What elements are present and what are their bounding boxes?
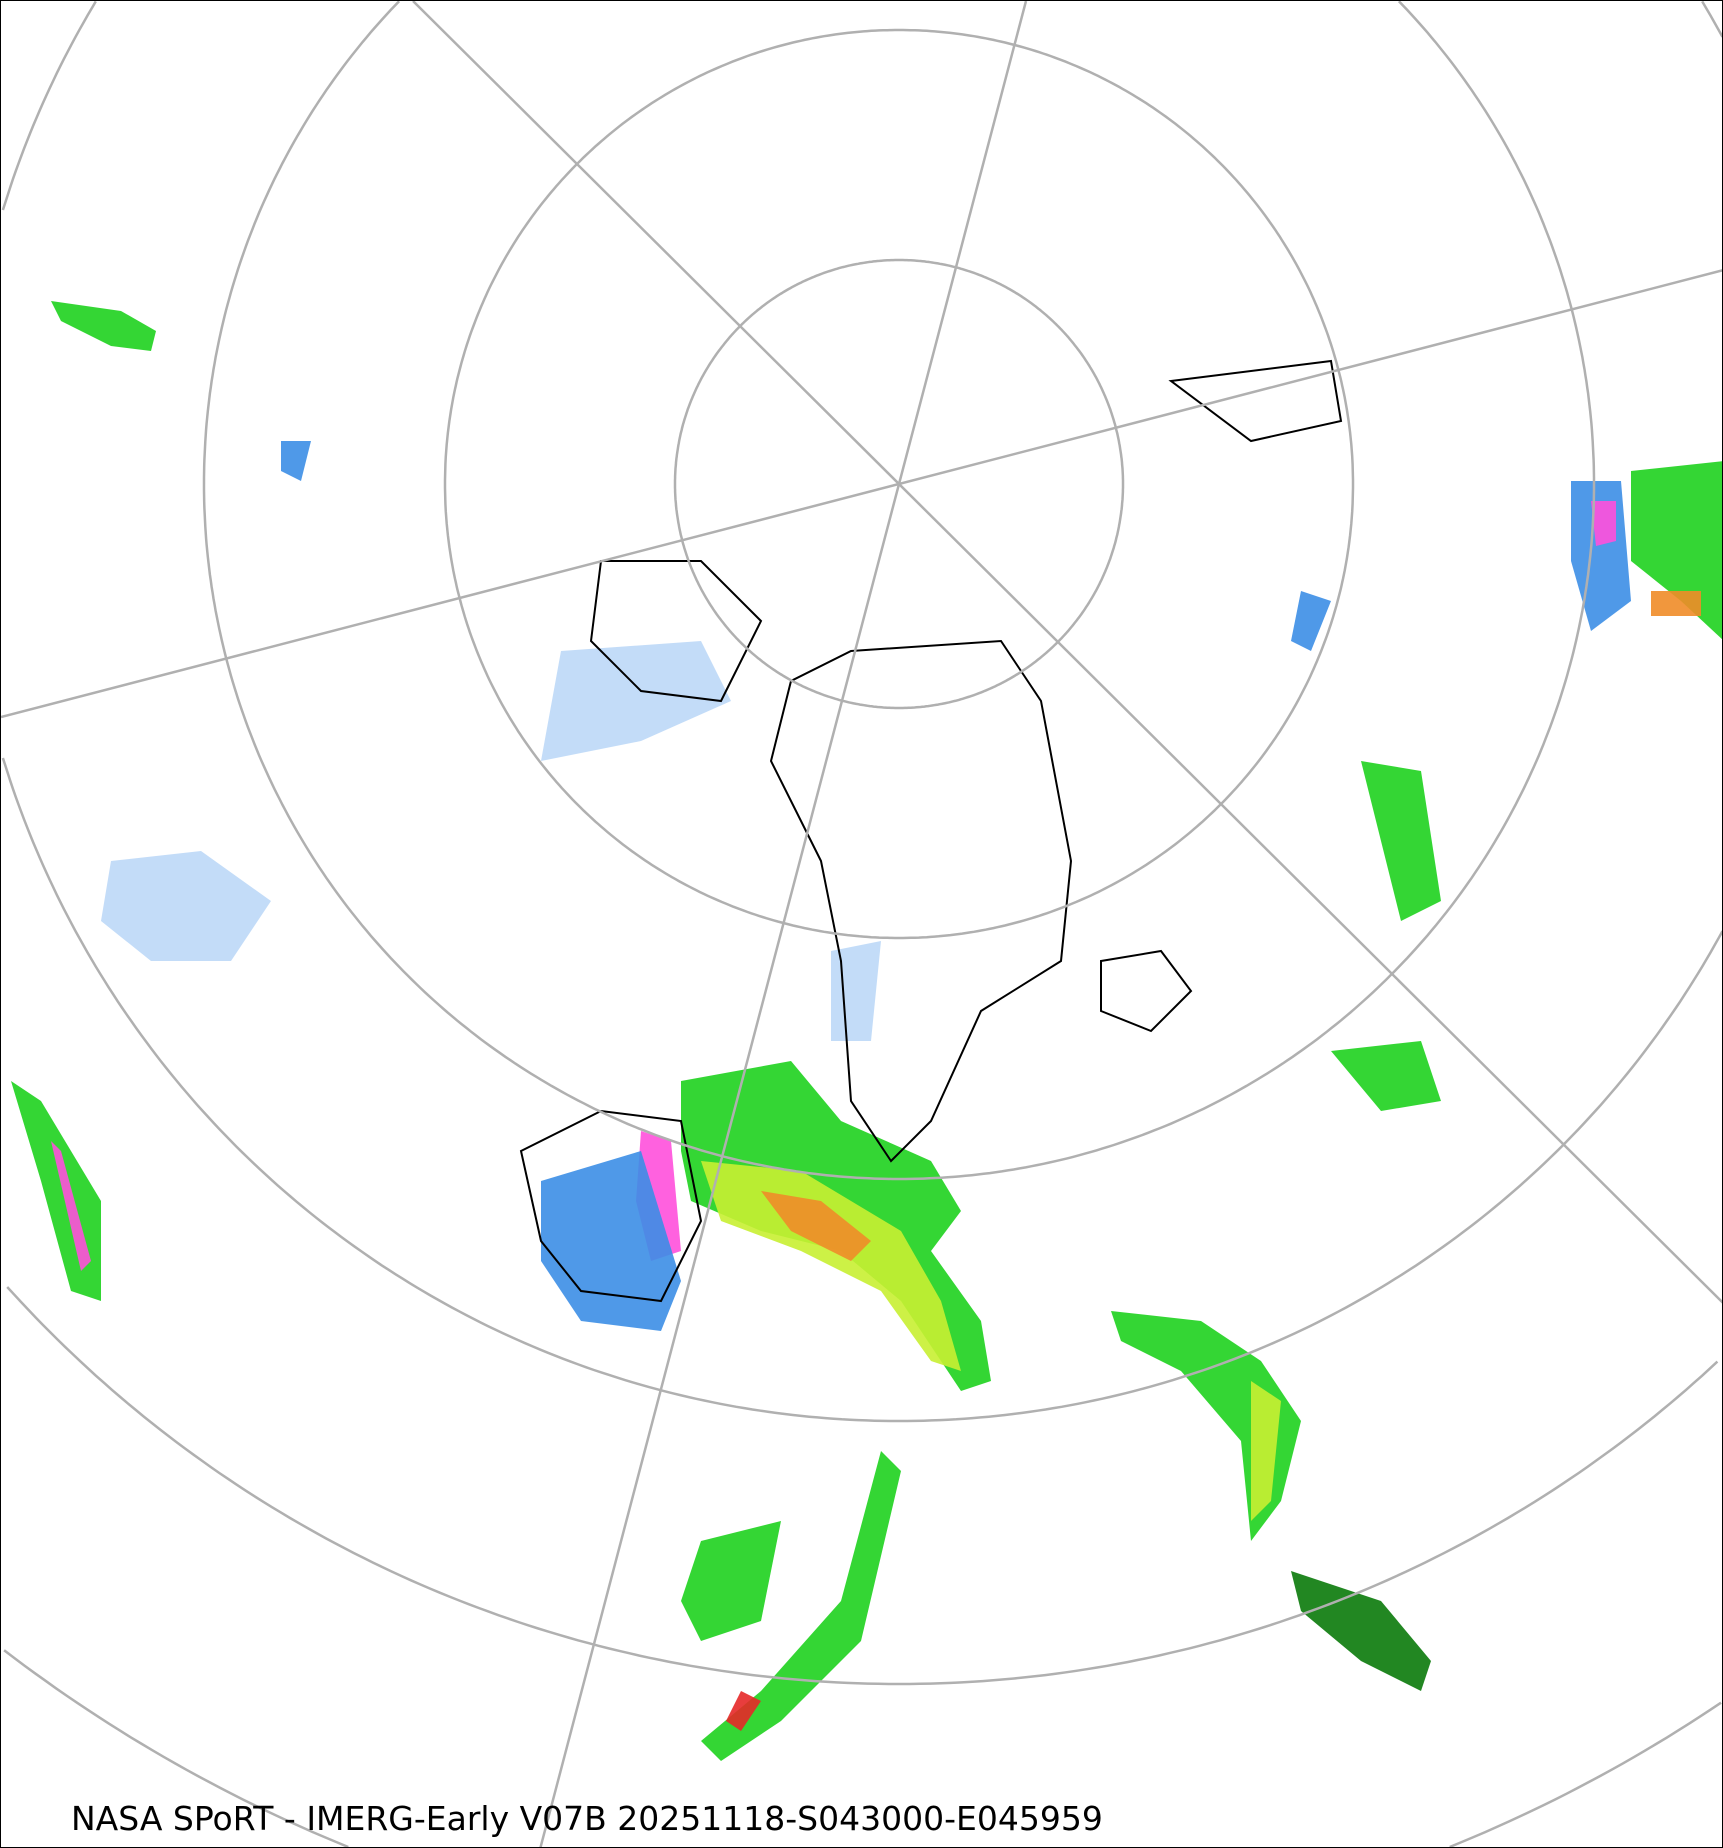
- precip-area-dark-green: [1291, 1571, 1431, 1691]
- precip-area-green: [1331, 1041, 1441, 1111]
- map-caption: NASA SPoRT - IMERG-Early V07B 20251118-S…: [71, 1799, 1103, 1838]
- precip-area-light-blue: [101, 851, 271, 961]
- latitude-circle: [673, 258, 1125, 710]
- precip-area-green: [681, 1521, 781, 1641]
- coastline: [1168, 359, 1343, 443]
- latitude-circle: [202, 1, 1596, 1181]
- longitude-line: [539, 1, 1028, 1847]
- precip-area-yellow-green: [701, 1161, 961, 1371]
- coastline: [769, 639, 1073, 1163]
- precip-area-orange: [761, 1191, 871, 1261]
- longitude-line: [1, 269, 1722, 719]
- latitude-circle: [443, 28, 1355, 940]
- latitude-circle: [1, 1, 1722, 1423]
- coastline: [1100, 949, 1193, 1033]
- precip-area-green: [11, 1081, 101, 1301]
- precip-area-yellow-green: [1251, 1381, 1281, 1521]
- precip-area-blue: [1291, 591, 1331, 651]
- precip-area-blue: [281, 441, 311, 481]
- precip-area-red: [726, 1691, 761, 1731]
- precip-area-green: [51, 301, 156, 351]
- precip-area-light-blue: [541, 641, 731, 761]
- coastline: [519, 1109, 703, 1303]
- coastlines-layer: [519, 359, 1343, 1303]
- latitude-circle: [6, 1286, 1719, 1686]
- longitude-line: [412, 1, 1722, 1304]
- precip-area-green: [701, 1451, 901, 1761]
- coastline: [589, 560, 763, 703]
- latitude-circle: [3, 1649, 1722, 1847]
- precip-area-magenta: [1591, 501, 1616, 546]
- precip-area-magenta: [51, 1141, 91, 1271]
- precip-area-green: [1361, 761, 1441, 921]
- precip-area-light-blue: [831, 941, 881, 1041]
- precip-area-orange: [1651, 591, 1701, 616]
